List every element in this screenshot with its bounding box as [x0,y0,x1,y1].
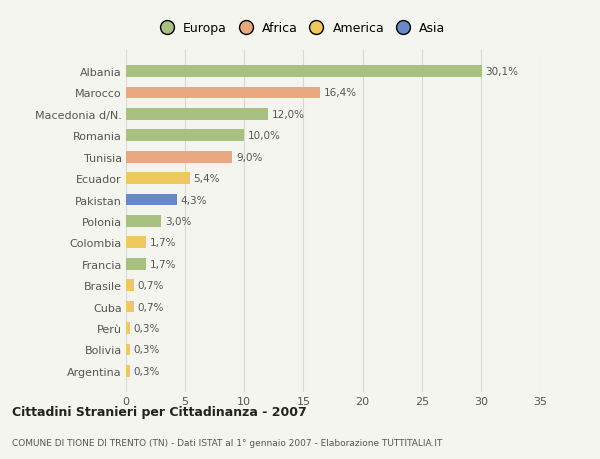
Bar [126,237,146,249]
Text: 10,0%: 10,0% [248,131,281,141]
Bar [126,344,130,356]
Text: 0,3%: 0,3% [133,345,160,355]
Bar [126,130,244,142]
Bar [126,301,134,313]
Text: 12,0%: 12,0% [271,110,304,120]
Bar [126,173,190,185]
Text: Cittadini Stranieri per Cittadinanza - 2007: Cittadini Stranieri per Cittadinanza - 2… [12,405,307,419]
Bar [126,258,146,270]
Text: 3,0%: 3,0% [165,217,191,226]
Text: 0,7%: 0,7% [138,280,164,291]
Text: 1,7%: 1,7% [149,238,176,248]
Bar [126,365,130,377]
Bar [126,322,130,334]
Text: 5,4%: 5,4% [193,174,220,184]
Bar [126,66,482,78]
Bar [126,194,177,206]
Legend: Europa, Africa, America, Asia: Europa, Africa, America, Asia [149,17,451,40]
Text: 4,3%: 4,3% [181,195,207,205]
Text: 0,7%: 0,7% [138,302,164,312]
Bar [126,87,320,99]
Text: 30,1%: 30,1% [485,67,518,77]
Text: 16,4%: 16,4% [323,88,356,98]
Text: COMUNE DI TIONE DI TRENTO (TN) - Dati ISTAT al 1° gennaio 2007 - Elaborazione TU: COMUNE DI TIONE DI TRENTO (TN) - Dati IS… [12,438,442,447]
Text: 0,3%: 0,3% [133,323,160,333]
Bar [126,280,134,291]
Text: 1,7%: 1,7% [149,259,176,269]
Text: 9,0%: 9,0% [236,152,262,162]
Bar [126,216,161,227]
Text: 0,3%: 0,3% [133,366,160,376]
Bar [126,151,232,163]
Bar [126,109,268,121]
